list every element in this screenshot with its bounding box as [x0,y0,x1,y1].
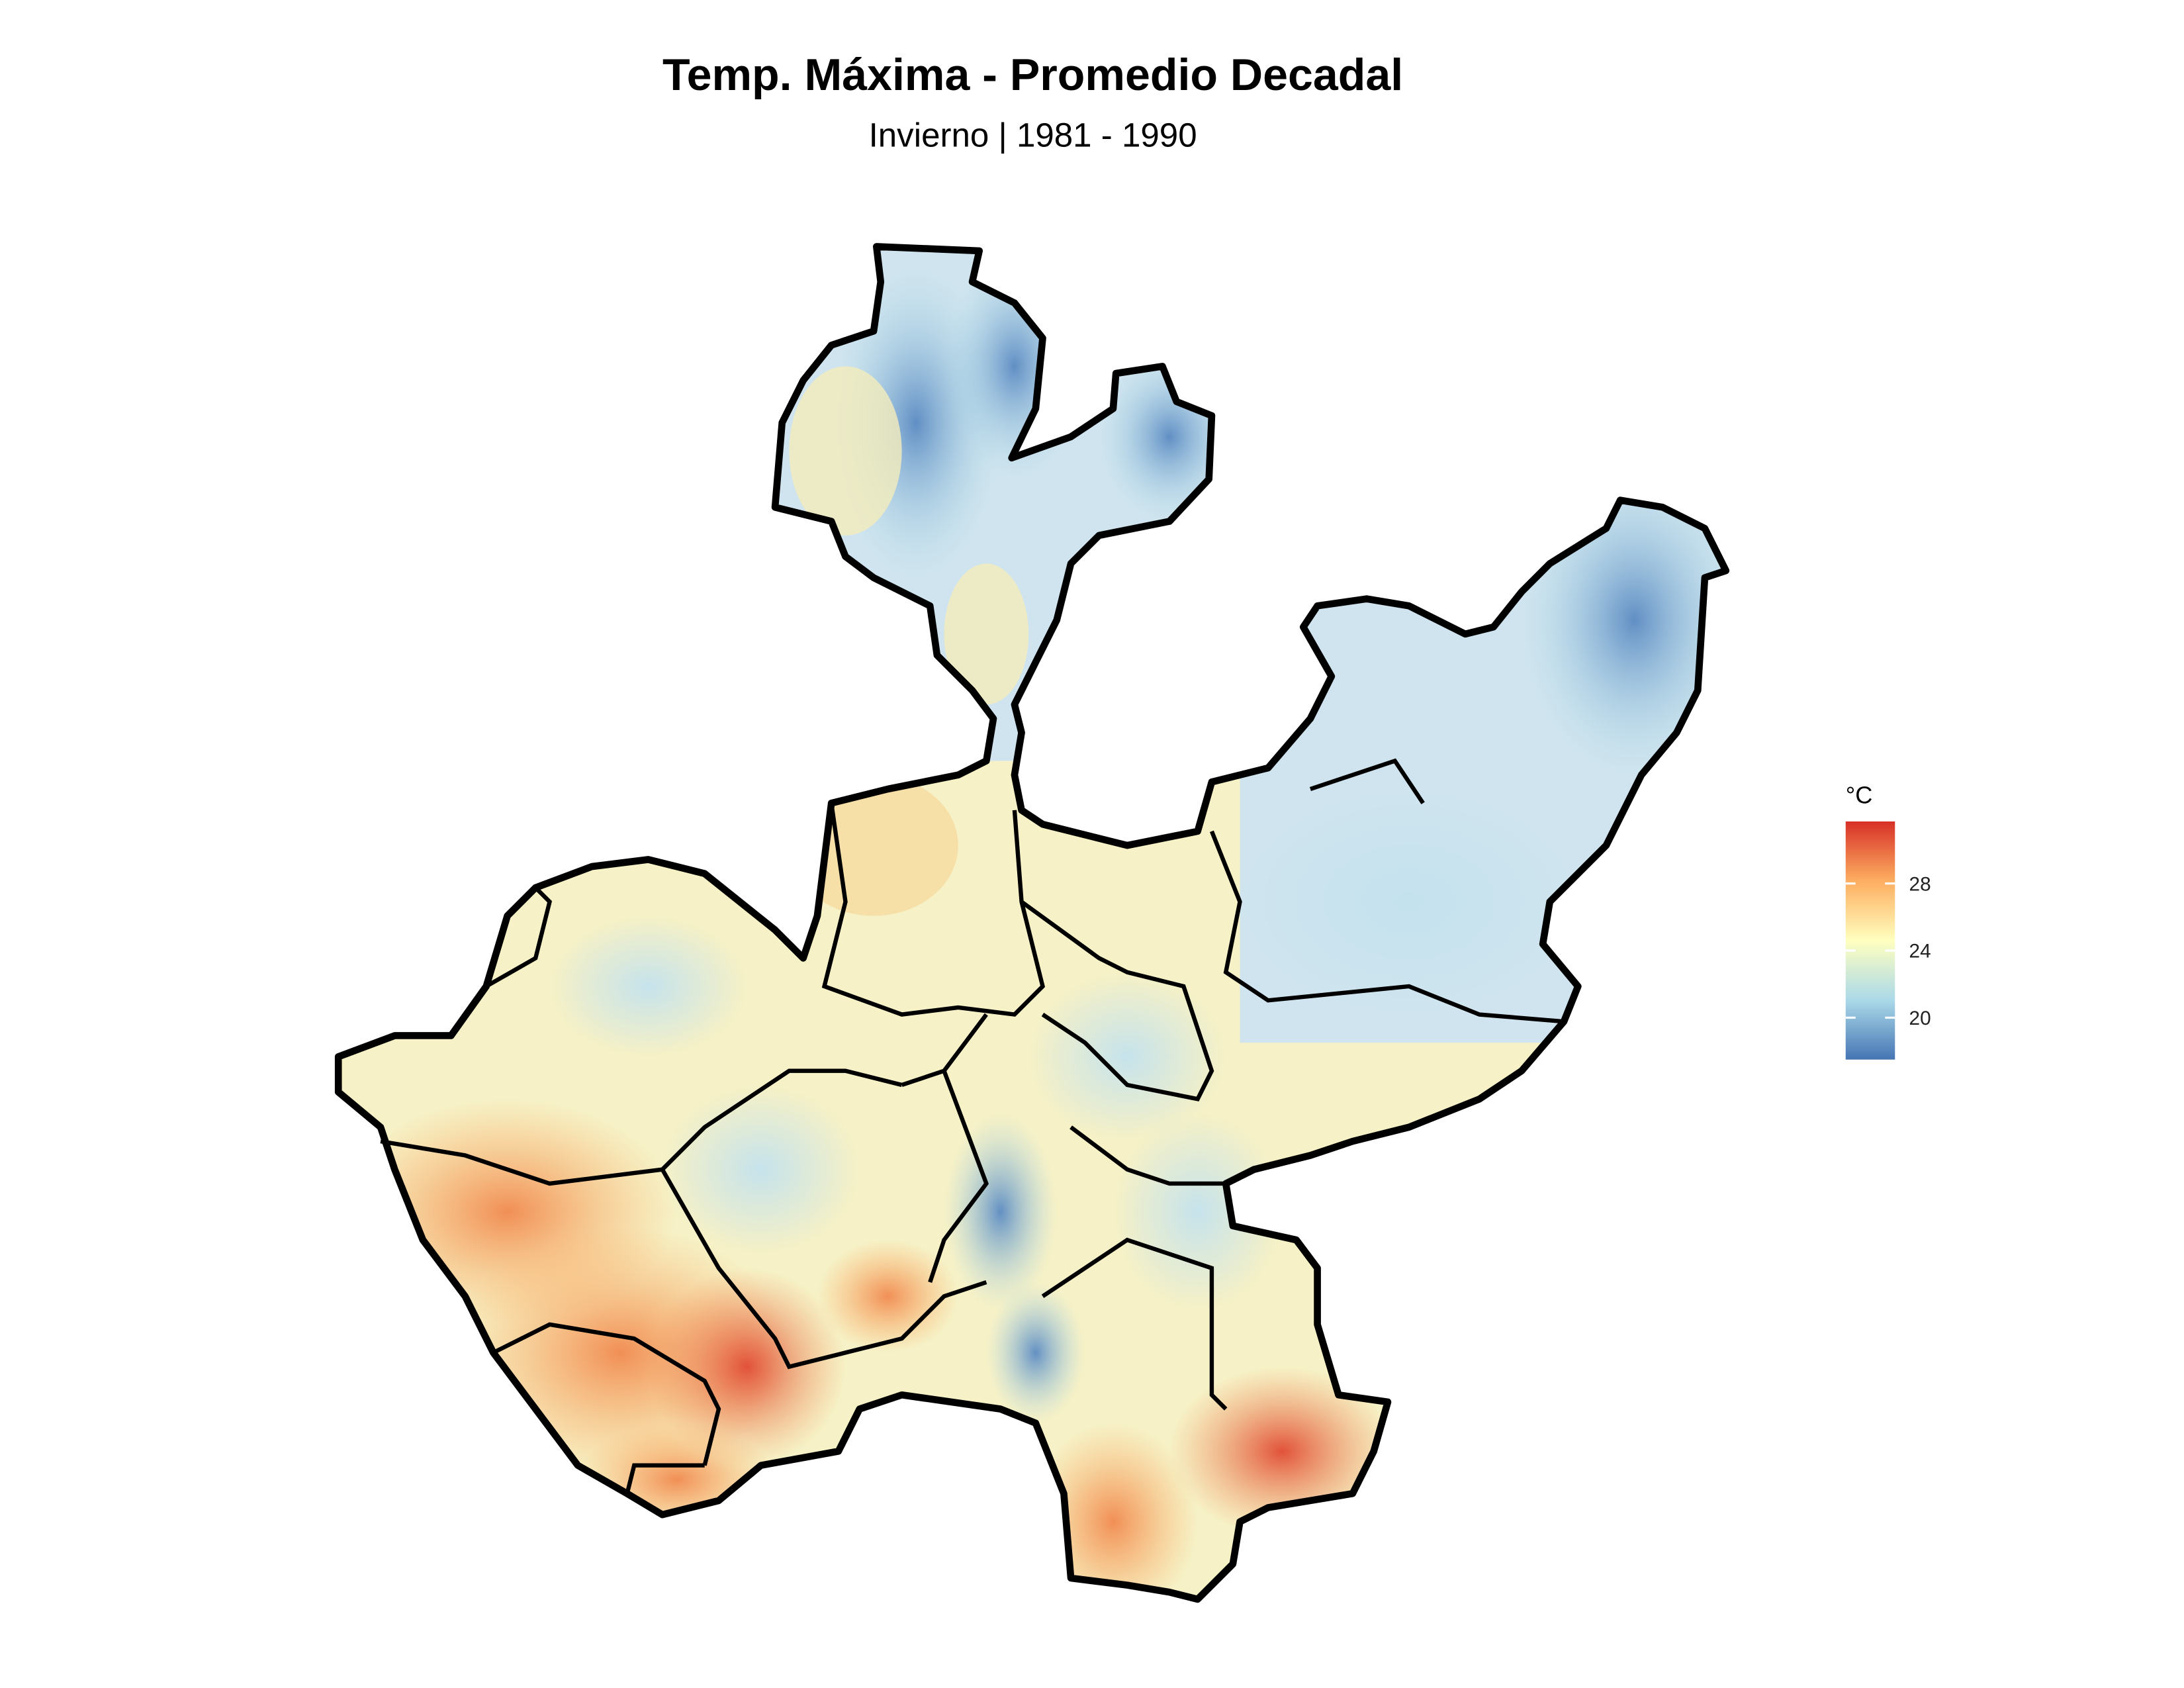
legend-tick-label: 24 [1909,941,1931,962]
legend-tick-label: 28 [1909,873,1931,895]
legend-colorbar [1845,821,1895,1060]
region-borders [380,758,1565,1495]
legend-tick-label: 20 [1909,1008,1931,1029]
legend: °C 20 24 28 [1845,781,1931,1060]
map-subtitle: Invierno | 1981 - 1990 [869,116,1197,154]
map-title: Temp. Máxima - Promedio Decadal [662,50,1403,100]
temperature-field [338,246,1726,1599]
legend-title: °C [1846,781,1873,808]
